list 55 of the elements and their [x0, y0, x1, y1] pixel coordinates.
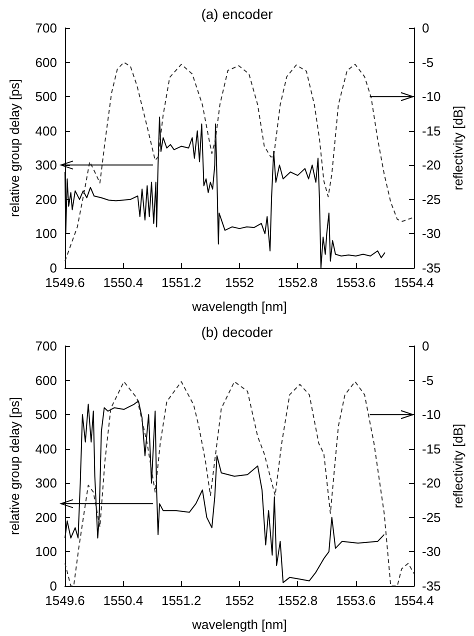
y-tick-label: 200 [35, 192, 57, 207]
chart-title: (b) decoder [201, 324, 274, 340]
chart-title: (a) encoder [201, 6, 274, 22]
x-tick-label: 1552 [225, 275, 254, 290]
y-tick-label: 0 [50, 260, 57, 276]
y2-tick-label: -10 [422, 407, 441, 422]
y-tick-label: 700 [35, 338, 57, 354]
y2-tick-label: -25 [422, 192, 441, 207]
x-tick-label: 1553.6 [336, 593, 376, 608]
y2-tick-label: -10 [422, 89, 441, 104]
x-tick-label: 1550.4 [103, 275, 144, 290]
x-tick-label: 1552.8 [278, 275, 318, 290]
y-tick-label: 200 [35, 510, 57, 525]
y2-tick-label: -15 [422, 441, 441, 456]
y-tick-label: 100 [35, 544, 57, 560]
y2-tick-label: -35 [422, 260, 441, 276]
x-tick-label: 1550.4 [103, 593, 144, 608]
y2-tick-label: -25 [422, 510, 441, 525]
line-series [64, 62, 414, 262]
x-tick-label: 1553.6 [336, 275, 376, 290]
y-axis-title: relative group delay [ps] [7, 396, 22, 536]
y-tick-label: 300 [35, 476, 57, 491]
y2-tick-label: -5 [422, 54, 434, 70]
y2-tick-label: -20 [422, 476, 441, 491]
y-tick-label: 300 [35, 158, 57, 173]
y-axis-title: relative group delay [ps] [7, 78, 22, 218]
y-tick-label: 600 [35, 54, 57, 70]
y2-tick-label: -5 [422, 372, 434, 388]
y2-tick-label: -30 [422, 226, 441, 242]
y-tick-label: 400 [35, 123, 57, 138]
y-tick-label: 500 [35, 89, 57, 104]
y-tick-label: 500 [35, 407, 57, 422]
y2-tick-label: 0 [422, 338, 430, 354]
x-tick-label: 1554.4 [394, 275, 434, 290]
x-tick-label: 1554.4 [394, 593, 434, 608]
y2-tick-label: -35 [422, 578, 441, 594]
y2-tick-label: 0 [422, 20, 430, 36]
x-axis-title: wavelength [nm] [191, 617, 287, 632]
x-tick-label: 1551.2 [161, 275, 202, 290]
y-tick-label: 100 [35, 226, 57, 242]
y-tick-label: 600 [35, 372, 57, 388]
x-axis-title: wavelength [nm] [191, 299, 287, 314]
x-tick-label: 1549.6 [45, 275, 85, 290]
y2-axis-title: reflectivity [dB] [450, 106, 466, 190]
y2-tick-label: -15 [422, 123, 441, 138]
y2-tick-label: -30 [422, 544, 441, 560]
x-tick-label: 1549.6 [45, 593, 85, 608]
y-tick-label: 700 [35, 20, 57, 36]
x-tick-label: 1552 [225, 593, 254, 608]
y2-tick-label: -20 [422, 158, 441, 173]
y-tick-label: 0 [50, 578, 57, 594]
x-tick-label: 1552.8 [278, 593, 318, 608]
y-tick-label: 400 [35, 441, 57, 456]
x-tick-label: 1551.2 [161, 593, 202, 608]
y2-axis-title: reflectivity [dB] [450, 424, 466, 508]
